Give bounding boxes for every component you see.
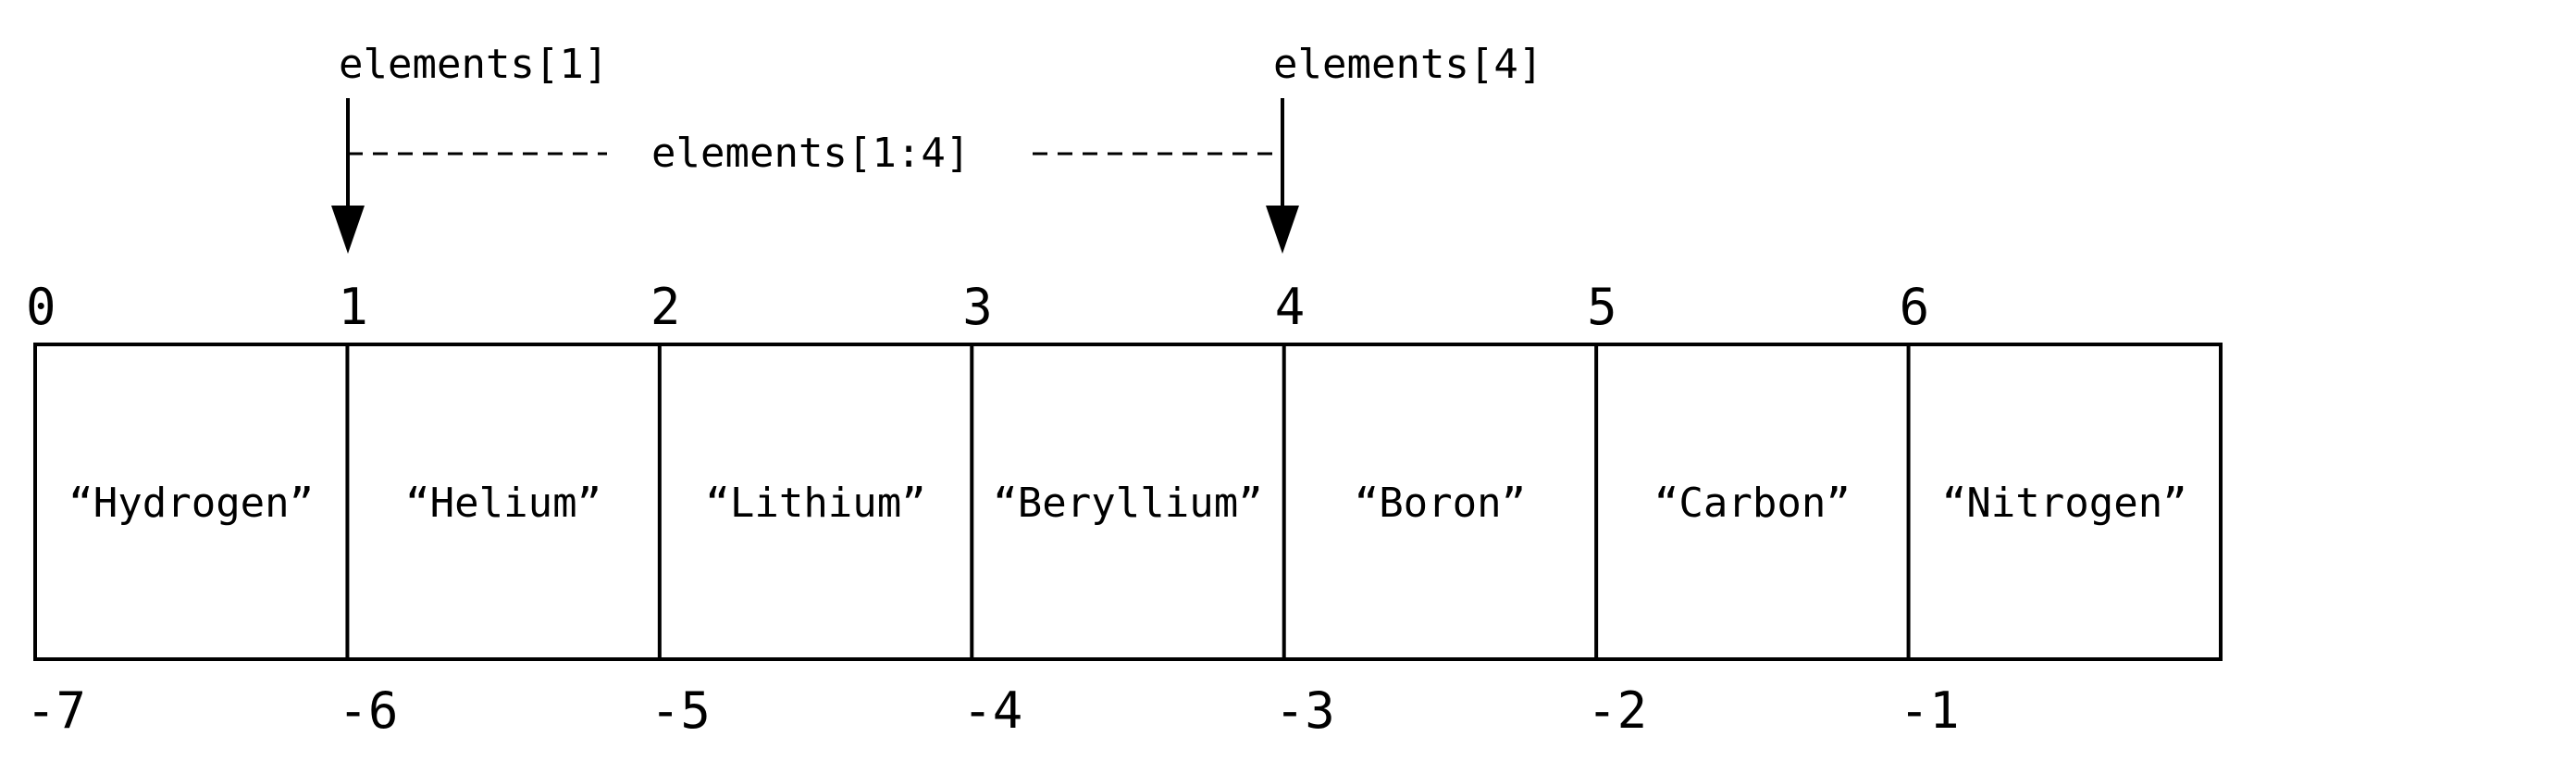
positive-index: 2 bbox=[650, 278, 681, 336]
end-arrow bbox=[1266, 98, 1299, 254]
end-label: elements[4] bbox=[1273, 41, 1542, 88]
cell-value: “Lithium” bbox=[705, 480, 925, 527]
cell-value: “Hydrogen” bbox=[68, 480, 314, 527]
positive-index-row: 0 1 2 3 4 5 6 bbox=[26, 278, 1929, 336]
positive-index: 6 bbox=[1900, 278, 1930, 336]
cell-value: “Helium” bbox=[405, 480, 601, 527]
cell-value: “Nitrogen” bbox=[1942, 480, 2187, 527]
negative-index: -5 bbox=[650, 681, 711, 740]
positive-index: 5 bbox=[1587, 278, 1617, 336]
negative-index: -3 bbox=[1275, 681, 1335, 740]
cell-value: “Carbon” bbox=[1654, 480, 1851, 527]
slice-label: elements[1:4] bbox=[651, 130, 970, 177]
start-label: elements[1] bbox=[339, 41, 608, 88]
positive-index: 3 bbox=[962, 278, 993, 336]
cell-value: “Beryllium” bbox=[993, 480, 1262, 527]
cell-dividers bbox=[345, 344, 1911, 659]
cell-values: “Hydrogen” “Helium” “Lithium” “Beryllium” “B… bbox=[68, 480, 2186, 527]
negative-index: -4 bbox=[962, 681, 1022, 740]
negative-index-row: -7 -6 -5 -4 -3 -2 -1 bbox=[26, 681, 1960, 740]
positive-index: 4 bbox=[1275, 278, 1306, 336]
negative-index: -7 bbox=[26, 681, 86, 740]
negative-index: -2 bbox=[1587, 681, 1647, 740]
list-box bbox=[33, 343, 2223, 661]
negative-index: -1 bbox=[1900, 681, 1960, 740]
positive-index: 1 bbox=[338, 278, 368, 336]
cell-value: “Boron” bbox=[1355, 480, 1526, 527]
negative-index: -6 bbox=[338, 681, 398, 740]
start-arrow bbox=[331, 98, 365, 254]
positive-index: 0 bbox=[26, 278, 56, 336]
